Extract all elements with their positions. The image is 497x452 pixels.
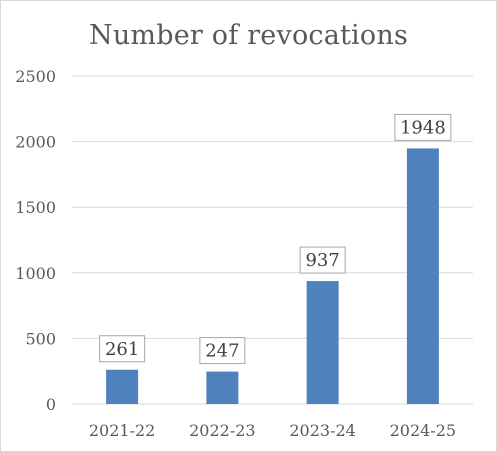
bar-2024-25 [406,148,439,404]
y-tick-label: 0 [46,395,56,414]
data-label-box [199,337,246,365]
data-label-box [394,113,452,141]
data-label-box [299,246,346,274]
bar-2021-22 [106,369,139,404]
y-tick-label: 2000 [15,133,56,152]
bar-2023-24 [306,281,339,404]
y-tick-label: 2500 [15,67,56,86]
bar-2022-23 [206,371,239,404]
data-label: 937 [305,250,339,271]
y-tick-label: 500 [25,329,56,348]
bars [106,148,439,404]
data-label: 1948 [400,117,446,138]
data-labels: 261 247 937 1948 [99,113,452,365]
data-label: 261 [105,339,139,360]
x-tick-label: 2021-22 [89,421,155,440]
x-tick-label: 2023-24 [289,421,355,440]
y-tick-label: 1500 [15,198,56,217]
x-tick-label: 2022-23 [189,421,255,440]
x-tick-label: 2024-25 [390,421,456,440]
y-axis-ticks: 0 500 1000 1500 2000 2500 [15,67,56,414]
x-axis-ticks: 2021-22 2022-23 2023-24 2024-25 [89,421,456,440]
chart-title: Number of revocations [89,20,408,51]
y-tick-label: 1000 [15,264,56,283]
data-label-box [99,335,146,363]
data-label: 247 [205,341,239,362]
